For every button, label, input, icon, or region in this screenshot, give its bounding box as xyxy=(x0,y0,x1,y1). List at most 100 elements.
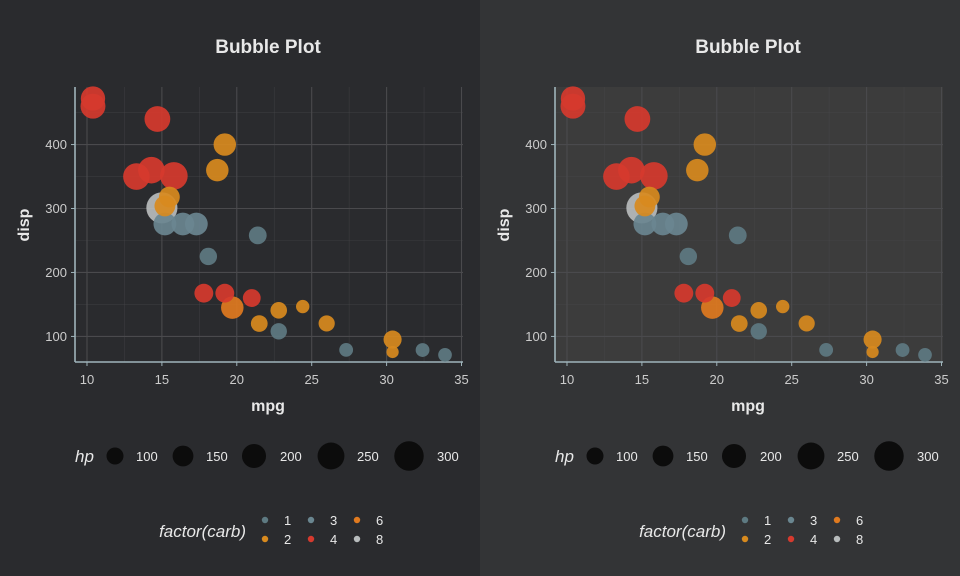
chart-title: Bubble Plot xyxy=(695,37,801,58)
bubble-point xyxy=(153,212,177,236)
y-tick-label: 300 xyxy=(525,201,547,216)
x-axis-title: mpg xyxy=(731,398,765,415)
bubble-point xyxy=(728,226,747,245)
color-legend-label: 8 xyxy=(856,532,863,547)
y-tick-label: 400 xyxy=(45,137,67,152)
size-legend-key xyxy=(394,441,424,471)
x-tick-label: 25 xyxy=(304,372,318,387)
bubble-point xyxy=(80,86,106,111)
bubble-point xyxy=(415,343,430,357)
x-tick-label: 10 xyxy=(80,372,94,387)
size-legend-key xyxy=(797,442,825,470)
bubble-point xyxy=(674,283,694,303)
bubble-point xyxy=(194,283,214,303)
color-legend-title: factor(carb) xyxy=(639,522,726,541)
bubble-point xyxy=(270,302,288,319)
color-legend-title: factor(carb) xyxy=(159,522,246,541)
size-legend-title: hp xyxy=(75,447,94,466)
color-legend-key xyxy=(787,535,795,543)
bubble-point xyxy=(270,323,287,340)
color-legend-label: 6 xyxy=(376,513,383,528)
y-tick-label: 100 xyxy=(45,329,67,344)
bubble-point xyxy=(603,163,630,190)
size-legend-title: hp xyxy=(555,447,574,466)
size-legend-label: 250 xyxy=(357,449,379,464)
y-tick-label: 200 xyxy=(45,265,67,280)
bubble-point xyxy=(206,158,229,182)
y-tick-label: 100 xyxy=(525,329,547,344)
chart-title: Bubble Plot xyxy=(215,37,321,58)
bubble-point xyxy=(686,158,709,182)
bubble-point xyxy=(776,299,790,314)
bubble-point xyxy=(296,299,310,314)
size-legend-label: 100 xyxy=(616,449,638,464)
size-legend-key xyxy=(241,443,267,469)
bubble-point xyxy=(633,212,657,236)
bubble-chart-right: Bubble Plot 10 15 20 25 30 35 100 200 300 400 mpg di… xyxy=(480,0,960,576)
color-legend-key xyxy=(833,535,841,543)
color-legend-label: 2 xyxy=(764,532,771,547)
bubble-point xyxy=(213,133,237,156)
size-legend-label: 300 xyxy=(917,449,939,464)
size-legend-label: 200 xyxy=(760,449,782,464)
size-legend-key xyxy=(652,445,674,467)
bubble-point xyxy=(560,86,586,111)
x-tick-label: 25 xyxy=(784,372,798,387)
color-legend-label: 3 xyxy=(330,513,337,528)
size-legend-label: 150 xyxy=(686,449,708,464)
bubble-point xyxy=(640,162,668,190)
color-legend-label: 3 xyxy=(810,513,817,528)
bubble-chart-left: Bubble Plot 10 15 20 25 30 35 100 200 300 400 mpg di… xyxy=(0,0,480,576)
bubble-point xyxy=(866,345,879,359)
size-legend-key xyxy=(317,442,345,470)
x-tick-label: 20 xyxy=(230,372,244,387)
bubble-point xyxy=(438,348,452,362)
size-legend-key xyxy=(721,443,747,469)
bubble-point xyxy=(250,315,268,332)
bubble-point xyxy=(693,133,717,156)
y-axis-title: disp xyxy=(16,208,33,241)
color-legend-key xyxy=(741,535,749,543)
size-legend-label: 100 xyxy=(136,449,158,464)
x-tick-label: 30 xyxy=(379,372,393,387)
x-tick-label: 35 xyxy=(934,372,948,387)
bubble-point xyxy=(123,163,150,190)
bubble-point xyxy=(634,195,656,217)
bubble-point xyxy=(798,315,815,332)
color-legend-label: 6 xyxy=(856,513,863,528)
color-legend-key xyxy=(833,516,841,524)
y-tick-label: 200 xyxy=(525,265,547,280)
y-axis-title: disp xyxy=(496,208,513,241)
color-legend-label: 1 xyxy=(284,513,291,528)
bubble-point xyxy=(248,226,267,245)
bubble-point xyxy=(722,289,741,307)
x-tick-label: 10 xyxy=(560,372,574,387)
color-legend-label: 1 xyxy=(764,513,771,528)
x-tick-label: 20 xyxy=(710,372,724,387)
y-tick-label: 400 xyxy=(525,137,547,152)
bubble-point xyxy=(863,330,882,349)
color-legend-key xyxy=(353,535,361,543)
x-axis-title: mpg xyxy=(251,398,285,415)
size-legend-label: 150 xyxy=(206,449,228,464)
color-legend-key xyxy=(353,516,361,524)
bubble-point xyxy=(730,315,748,332)
panel-background xyxy=(0,0,480,576)
bubble-point xyxy=(215,283,235,303)
color-legend-key xyxy=(307,535,315,543)
bubble-point xyxy=(144,106,171,132)
size-legend-key xyxy=(874,441,904,471)
color-legend-key xyxy=(307,516,315,524)
bubble-point xyxy=(339,342,354,357)
bubble-point xyxy=(695,283,715,303)
plot-background xyxy=(555,87,943,362)
color-legend-key xyxy=(741,516,749,524)
bubble-point xyxy=(624,106,651,132)
bubble-point xyxy=(199,247,218,266)
color-legend-label: 4 xyxy=(330,532,337,547)
size-legend-label: 200 xyxy=(280,449,302,464)
size-legend-key xyxy=(586,447,604,465)
bubble-point xyxy=(154,195,176,217)
color-legend-label: 2 xyxy=(284,532,291,547)
